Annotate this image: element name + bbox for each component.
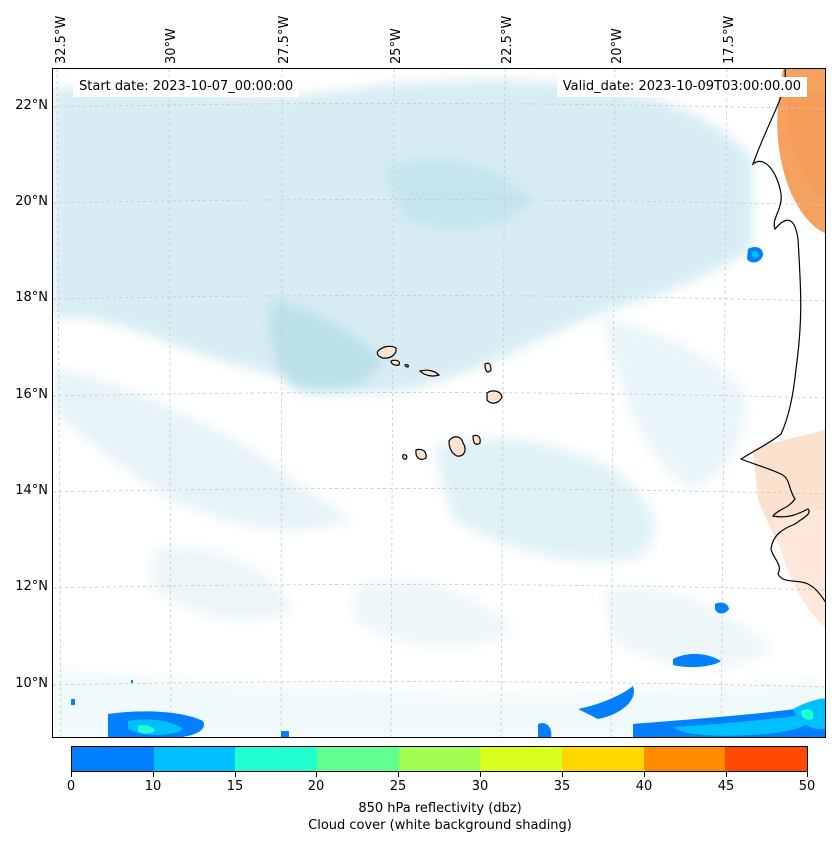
map-panel: Start date: 2023-10-07_00:00:00 Valid_da… [52, 68, 826, 738]
colorbar-subtitle: Cloud cover (white background shading) [308, 818, 572, 833]
colorbar-segment [72, 747, 154, 771]
colorbar-segment [480, 747, 563, 771]
lat-label-16n: 16°N [15, 387, 48, 402]
lon-label-20w: 20°W [610, 28, 625, 64]
lon-label-17-5w: 17.5°W [722, 15, 737, 64]
colorbar-tick-label: 45 [717, 779, 735, 794]
lon-label-22-5w: 22.5°W [500, 15, 515, 64]
lon-label-30w: 30°W [164, 28, 179, 64]
colorbar-tick-label: 30 [471, 779, 489, 794]
colorbar-segment [398, 747, 481, 771]
colorbar-tick-label: 20 [307, 779, 325, 794]
reflectivity-colorbar [71, 746, 808, 772]
colorbar-tick [153, 772, 154, 777]
coastline [739, 69, 825, 603]
colorbar-tick [71, 772, 72, 777]
colorbar-tick-label: 0 [66, 779, 76, 794]
cloud-cover-shading [53, 79, 825, 737]
lon-label-27-5w: 27.5°W [277, 15, 292, 64]
colorbar-segment [235, 747, 318, 771]
colorbar-segment [153, 747, 236, 771]
colorbar-tick-label: 10 [144, 779, 162, 794]
lat-label-20n: 20°N [15, 194, 48, 209]
colorbar-tick-label: 25 [389, 779, 407, 794]
colorbar-tick-label: 15 [226, 779, 244, 794]
cape-verde-islands [376, 345, 503, 460]
lat-label-14n: 14°N [15, 483, 48, 498]
colorbar-segment [562, 747, 644, 771]
colorbar-tick [316, 772, 317, 777]
colorbar-tick [235, 772, 236, 777]
colorbar-tick-label: 50 [798, 779, 816, 794]
lat-label-22n: 22°N [15, 98, 48, 113]
reflectivity-patches [71, 247, 825, 737]
start-date-label: Start date: 2023-10-07_00:00:00 [73, 77, 300, 97]
colorbar-segment [725, 747, 808, 771]
colorbar-tick-label: 35 [553, 779, 571, 794]
colorbar-segment [643, 747, 726, 771]
lat-label-18n: 18°N [15, 290, 48, 305]
gridlines [53, 69, 825, 737]
colorbar-segment [317, 747, 399, 771]
colorbar-tick-label: 40 [635, 779, 653, 794]
colorbar-title: 850 hPa reflectivity (dbz) [358, 801, 522, 816]
lat-label-10n: 10°N [15, 676, 48, 691]
colorbar-tick [480, 772, 481, 777]
colorbar-tick [644, 772, 645, 777]
lat-label-12n: 12°N [15, 579, 48, 594]
forecast-map [53, 69, 825, 737]
colorbar-tick [562, 772, 563, 777]
lon-label-25w: 25°W [389, 28, 404, 64]
land-shading [753, 69, 825, 628]
colorbar-tick [398, 772, 399, 777]
valid-date-label: Valid_date: 2023-10-09T03:00:00.00 [556, 77, 807, 97]
lon-label-32-5w: 32.5°W [54, 15, 69, 64]
colorbar-tick [807, 772, 808, 777]
colorbar-tick [726, 772, 727, 777]
